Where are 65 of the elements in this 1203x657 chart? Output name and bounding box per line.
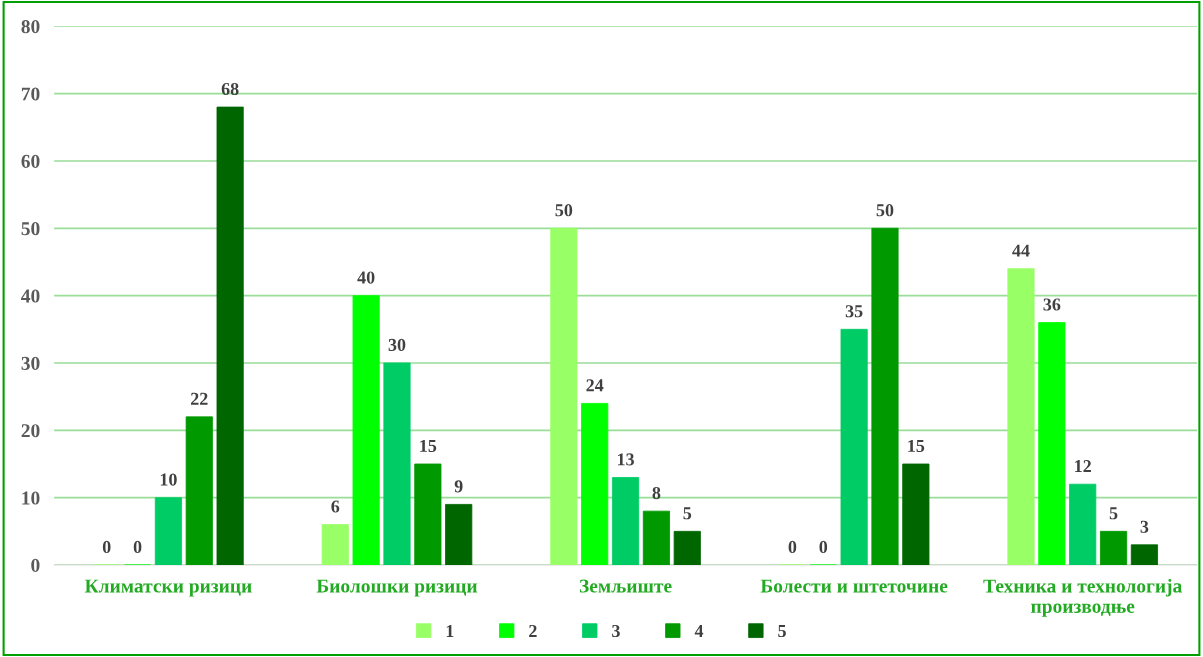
bar xyxy=(612,477,640,566)
data-label: 3 xyxy=(1140,520,1149,533)
y-tick-label: 70 xyxy=(21,87,40,101)
data-label: 36 xyxy=(1043,298,1061,311)
bar xyxy=(321,524,349,566)
data-label: 40 xyxy=(357,271,375,284)
bar xyxy=(154,497,182,566)
x-tick-label: Климатски ризици xyxy=(84,579,252,597)
y-tick-label: 60 xyxy=(21,154,40,168)
data-label: 44 xyxy=(1012,244,1030,257)
data-label: 13 xyxy=(617,453,634,466)
legend-label: 5 xyxy=(778,625,786,638)
y-tick-label: 40 xyxy=(21,289,40,303)
data-label: 50 xyxy=(876,204,894,217)
y-tick-label: 80 xyxy=(21,20,40,34)
bar xyxy=(216,106,244,566)
data-label: 35 xyxy=(845,305,863,318)
bar xyxy=(1038,322,1066,566)
y-tick-label: 50 xyxy=(21,222,40,236)
data-label: 6 xyxy=(331,500,340,513)
bar xyxy=(840,328,868,566)
data-label: 0 xyxy=(102,540,111,554)
x-tick-label: Техника и технологија производње xyxy=(983,578,1182,617)
data-label: 12 xyxy=(1075,460,1091,473)
x-tick-label: Биолошки ризици xyxy=(316,579,478,597)
legend-label: 4 xyxy=(694,625,704,637)
bar xyxy=(642,510,670,566)
data-label: 24 xyxy=(586,379,604,392)
bar xyxy=(673,530,701,566)
y-tick-label: 10 xyxy=(22,491,40,505)
bar xyxy=(902,463,930,566)
legend-label: 2 xyxy=(529,624,537,637)
bar xyxy=(550,227,578,566)
data-label: 9 xyxy=(454,480,463,493)
data-label: 15 xyxy=(420,439,437,453)
legend-label: 3 xyxy=(612,624,620,638)
data-label: 68 xyxy=(221,82,239,96)
data-label: 0 xyxy=(788,540,797,554)
bar xyxy=(352,295,380,566)
data-label: 10 xyxy=(160,473,177,486)
data-label: 8 xyxy=(652,486,661,500)
bar xyxy=(185,416,213,566)
data-label: 50 xyxy=(555,204,573,217)
data-label: 5 xyxy=(683,507,692,520)
data-label: 0 xyxy=(133,540,142,554)
y-tick-label: 0 xyxy=(31,558,40,572)
bar xyxy=(445,503,473,566)
bar xyxy=(1007,268,1035,566)
bar xyxy=(1130,544,1158,566)
bar xyxy=(871,227,899,566)
bar xyxy=(383,362,411,566)
data-label: 0 xyxy=(819,540,828,554)
y-tick-label: 30 xyxy=(21,356,40,370)
bar xyxy=(581,402,609,566)
bar xyxy=(414,463,442,566)
bar xyxy=(1099,530,1128,566)
data-label: 15 xyxy=(908,439,925,453)
x-tick-label: Земљиште xyxy=(579,579,672,593)
legend-label: 1 xyxy=(446,624,454,637)
data-label: 5 xyxy=(1109,507,1118,520)
x-tick-label: Болести и штеточине xyxy=(760,579,948,593)
y-tick-label: 20 xyxy=(21,424,40,438)
data-label: 30 xyxy=(388,338,406,351)
bar xyxy=(1069,483,1097,566)
data-label: 22 xyxy=(191,392,208,405)
